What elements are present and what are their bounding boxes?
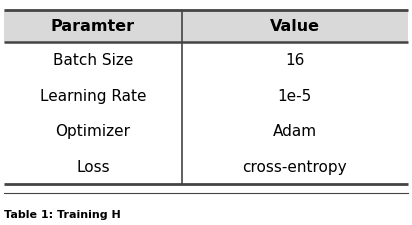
Bar — [4, 113, 408, 149]
Bar — [4, 43, 408, 78]
Text: Value: Value — [270, 19, 320, 34]
Text: Adam: Adam — [273, 124, 317, 139]
Bar — [4, 11, 408, 43]
Text: Learning Rate: Learning Rate — [40, 88, 146, 103]
Text: Optimizer: Optimizer — [56, 124, 131, 139]
Text: cross-entropy: cross-entropy — [243, 159, 347, 174]
Text: Loss: Loss — [76, 159, 110, 174]
Text: 1e-5: 1e-5 — [278, 88, 312, 103]
Bar — [4, 78, 408, 113]
Text: Paramter: Paramter — [51, 19, 135, 34]
Text: Table 1: Training H: Table 1: Training H — [4, 209, 121, 219]
Text: 16: 16 — [285, 53, 304, 68]
Bar — [4, 149, 408, 184]
Text: Batch Size: Batch Size — [53, 53, 133, 68]
